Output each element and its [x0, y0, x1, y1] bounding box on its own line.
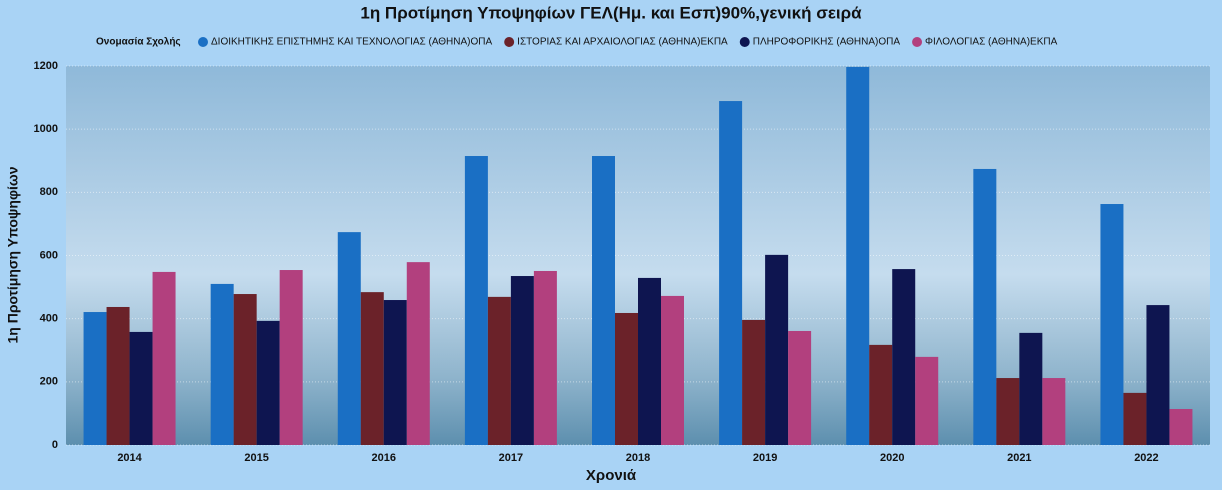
- bar: [869, 344, 893, 445]
- bar: [129, 331, 153, 445]
- bar: [615, 312, 638, 445]
- x-tick-label: 2017: [499, 452, 523, 464]
- bar: [1169, 408, 1193, 445]
- bar: [719, 101, 743, 446]
- bar: [152, 271, 176, 445]
- bar: [233, 294, 257, 445]
- chart-title: 1η Προτίμηση Υποψηφίων ΓΕΛ(Ημ. και Εσπ)9…: [360, 3, 862, 22]
- bar: [765, 254, 789, 445]
- bar: [464, 156, 488, 445]
- bar: [279, 270, 303, 445]
- x-tick-label: 2021: [1007, 452, 1031, 464]
- y-tick-label: 1200: [34, 60, 58, 72]
- x-tick-label: 2014: [117, 452, 142, 464]
- bar: [533, 270, 557, 445]
- y-tick-label: 200: [40, 376, 58, 388]
- bar: [788, 330, 812, 445]
- bar: [973, 168, 997, 445]
- bar: [487, 296, 511, 445]
- bar: [996, 378, 1020, 445]
- x-tick-label: 2016: [372, 452, 396, 464]
- legend-label: ΦΙΛΟΛΟΓΙΑΣ (ΑΘΗΝΑ)ΕΚΠΑ: [925, 37, 1058, 48]
- bar: [638, 277, 661, 445]
- legend-title: Ονομασία Σχολής: [96, 37, 181, 48]
- y-tick-label: 1000: [34, 123, 58, 135]
- bar: [337, 232, 361, 445]
- x-tick-label: 2018: [626, 452, 650, 464]
- bar: [383, 300, 407, 445]
- x-tick-label: 2020: [880, 452, 904, 464]
- legend-marker: [912, 37, 923, 47]
- bar: [915, 356, 939, 445]
- legend-label: ΙΣΤΟΡΙΑΣ ΚΑΙ ΑΡΧΑΙΟΛΟΓΙΑΣ (ΑΘΗΝΑ)ΕΚΠΑ: [517, 37, 728, 48]
- y-tick-label: 0: [52, 439, 58, 451]
- x-tick-label: 2015: [244, 452, 268, 464]
- legend-marker: [739, 37, 750, 47]
- y-tick-label: 400: [40, 313, 58, 325]
- bar: [1146, 305, 1170, 445]
- legend: ΔΙΟΙΚΗΤΙΚΗΣ ΕΠΙΣΤΗΜΗΣ ΚΑΙ ΤΕΧΝΟΛΟΓΙΑΣ (Α…: [198, 37, 1058, 48]
- x-tick-label: 2022: [1134, 452, 1158, 464]
- bar: [1019, 332, 1043, 445]
- x-axis-title: Χρονιά: [586, 467, 637, 484]
- bar: [1123, 392, 1147, 445]
- bar: [661, 295, 684, 445]
- bar: [406, 262, 430, 445]
- bar: [1042, 378, 1066, 445]
- y-axis-title: 1η Προτίμηση Υποψηφίων: [5, 166, 21, 343]
- y-tick-label: 600: [40, 249, 58, 261]
- bar: [360, 292, 384, 445]
- legend-marker: [198, 37, 208, 47]
- bar: [256, 320, 280, 445]
- bar: [742, 319, 766, 445]
- x-tick-label: 2019: [753, 452, 777, 464]
- bar: [1100, 204, 1124, 445]
- bar: [892, 269, 916, 445]
- bar: [83, 312, 107, 445]
- legend-label: ΠΛΗΡΟΦΟΡΙΚΗΣ (ΑΘΗΝΑ)ΟΠΑ: [753, 37, 901, 48]
- bar: [592, 156, 615, 445]
- y-tick-label: 800: [40, 186, 58, 198]
- legend-label: ΔΙΟΙΚΗΤΙΚΗΣ ΕΠΙΣΤΗΜΗΣ ΚΑΙ ΤΕΧΝΟΛΟΓΙΑΣ (Α…: [211, 37, 492, 48]
- bar: [846, 66, 870, 445]
- bar: [210, 283, 234, 445]
- bar: [106, 306, 130, 445]
- legend-marker: [504, 37, 515, 47]
- bar: [510, 276, 534, 445]
